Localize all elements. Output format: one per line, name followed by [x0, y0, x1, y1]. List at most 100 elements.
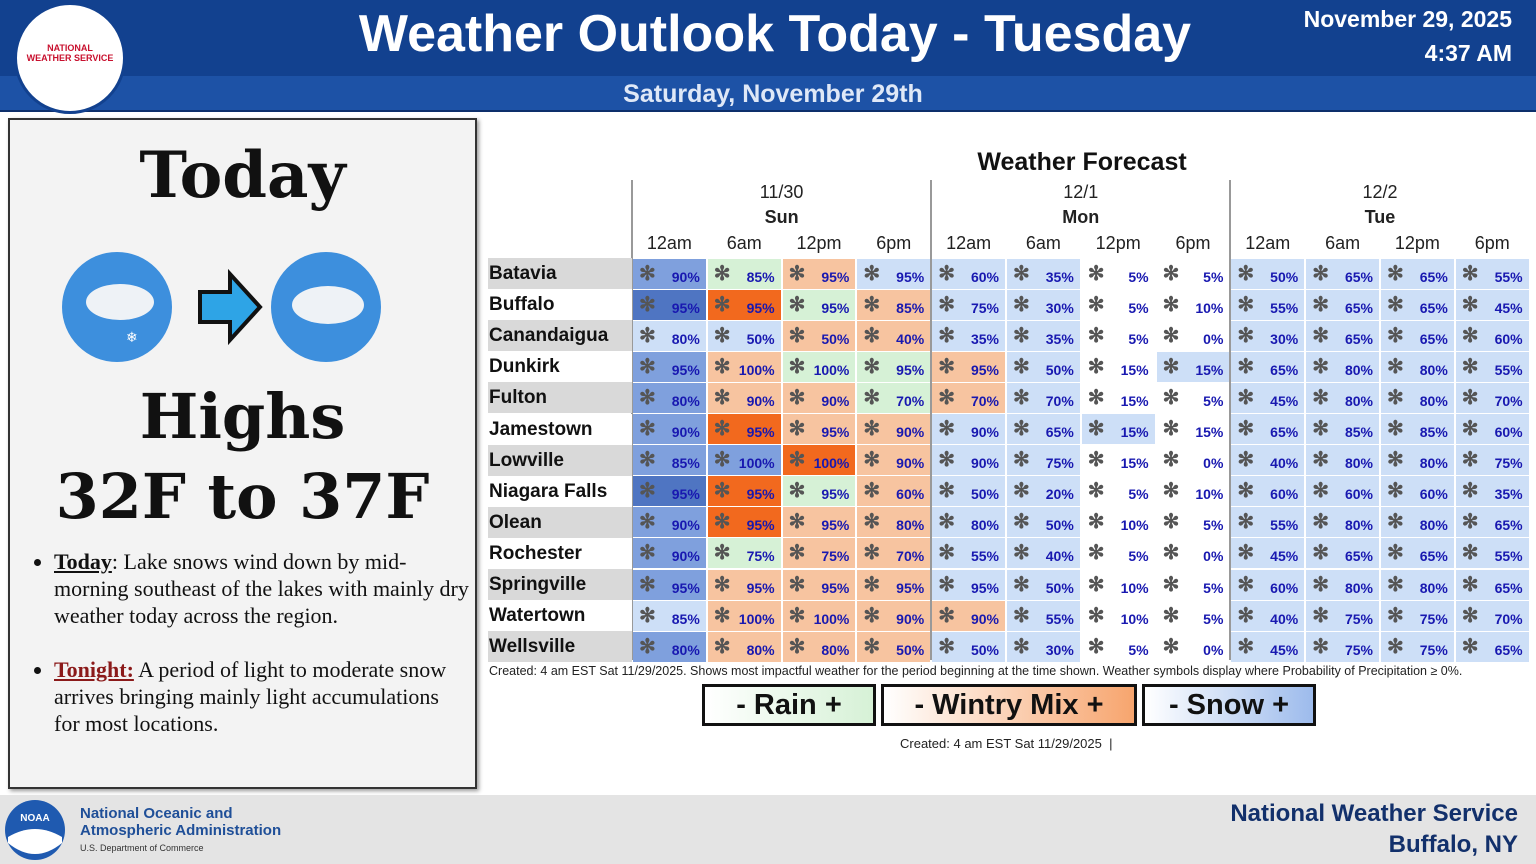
precip-cell: 70% [932, 382, 1005, 413]
precip-cell: 30% [1231, 320, 1305, 351]
precip-cell: 85% [1306, 414, 1379, 444]
precip-cell: 95% [782, 289, 856, 320]
location-name: Fulton [488, 382, 632, 414]
location-name: Olean [488, 506, 632, 538]
precip-cell: 80% [1306, 351, 1379, 382]
precip-cell: 75% [1306, 631, 1379, 662]
precip-cell: 80% [1306, 382, 1379, 413]
noaa-text: NOAA [20, 813, 49, 824]
precip-cell: 35% [1455, 476, 1529, 507]
precip-cell: 15% [1081, 414, 1155, 444]
bullet: Today: Lake snows wind down by mid-morni… [54, 548, 470, 629]
precip-cell: 95% [707, 507, 781, 538]
precip-cell: 80% [1381, 351, 1454, 382]
precip-cell: 75% [932, 289, 1005, 320]
table-title: Weather Forecast [977, 148, 1187, 176]
time-label: 12am [1245, 233, 1291, 253]
precip-cell: 90% [857, 445, 931, 476]
precip-cell: 60% [1231, 476, 1305, 507]
precip-cell: 0% [1156, 538, 1230, 569]
title: Weather Outlook Today - Tuesday [358, 5, 1192, 63]
precip-cell: 70% [857, 382, 931, 413]
precip-cell: 55% [1455, 258, 1529, 289]
precip-cell: 95% [857, 351, 931, 382]
precip-cell: 15% [1081, 351, 1155, 382]
legend-button: - Rain + [702, 684, 876, 726]
precip-cell: 95% [932, 569, 1005, 600]
precip-cell: 50% [932, 476, 1005, 507]
summary-panel: Today ❄ Highs 32F to 37F Today: Lake sno… [8, 118, 477, 789]
precip-cell: 5% [1156, 382, 1230, 413]
forecast-table: Weather Forecast 11/30 Sun 12am 6am 12pm 6pm 1… [488, 148, 1532, 690]
precip-cell: 65% [1306, 258, 1379, 289]
precip-cell: 50% [707, 320, 781, 351]
precip-cell: 5% [1156, 600, 1230, 631]
office: National Weather Service [1230, 800, 1518, 827]
location-name: Jamestown [488, 413, 632, 445]
precip-cell: 90% [633, 507, 706, 538]
precip-cell: 60% [1306, 476, 1379, 507]
location-name: Rochester [488, 537, 632, 569]
panel-heading: Today [139, 138, 346, 213]
precip-cell: 85% [633, 600, 706, 631]
precip-cell: 40% [857, 320, 931, 351]
precip-cell: 15% [1156, 351, 1230, 382]
precip-cell: 90% [932, 600, 1005, 631]
created-note: Created: 4 am EST Sat 11/29/2025 | [900, 736, 1113, 751]
precip-cell: 30% [1007, 289, 1080, 320]
highs-range: 32F to 37F [55, 460, 430, 533]
precip-cell: 100% [782, 351, 856, 382]
precip-cell: 45% [1231, 538, 1305, 569]
precip-cell: 10% [1081, 600, 1155, 631]
precip-cell: 65% [1306, 289, 1379, 320]
precip-cell: 70% [1455, 600, 1529, 631]
precip-cell: 5% [1156, 507, 1230, 538]
precip-cell: 85% [633, 445, 706, 476]
precip-cell: 15% [1156, 414, 1230, 444]
precip-cell: 80% [1381, 445, 1454, 476]
precip-cell: 65% [1381, 289, 1454, 320]
legend-button: - Snow + [1142, 684, 1316, 726]
precip-cell: 90% [633, 258, 706, 289]
precip-cell: 90% [857, 414, 931, 444]
time-label: 12am [646, 233, 692, 253]
precip-cell: 45% [1231, 631, 1305, 662]
time-label: 6am [1325, 233, 1361, 253]
precip-cell: 65% [1455, 569, 1529, 600]
location-name: Watertown [488, 600, 632, 632]
precip-cell: 70% [857, 538, 931, 569]
precip-cell: 80% [1306, 507, 1379, 538]
time-label: 6am [726, 233, 762, 253]
precip-cell: 95% [633, 476, 706, 507]
precip-cell: 85% [1381, 414, 1454, 444]
header-bar [0, 0, 1536, 76]
precip-cell: 55% [1231, 507, 1305, 538]
precip-cell: 65% [1231, 351, 1305, 382]
precip-cell: 45% [1231, 382, 1305, 413]
precip-cell: 95% [782, 414, 856, 444]
precip-cell: 75% [1306, 600, 1379, 631]
precip-cell: 55% [1231, 289, 1305, 320]
precip-cell: 90% [782, 382, 856, 413]
location-name: Dunkirk [488, 351, 632, 383]
precip-cell: 60% [1455, 320, 1529, 351]
precip-cell: 80% [633, 631, 706, 662]
precip-cell: 80% [1306, 569, 1379, 600]
precip-cell: 75% [782, 538, 856, 569]
location-name: Springville [488, 569, 632, 600]
time: 4:37 AM [1424, 40, 1512, 66]
department: U.S. Department of Commerce [80, 843, 204, 853]
day-name: Sun [764, 207, 799, 227]
time-label: 12pm [796, 233, 842, 253]
precip-cell: 5% [1081, 476, 1155, 507]
time-label: 6am [1025, 233, 1061, 253]
day-divider [1229, 180, 1232, 660]
precip-cell: 80% [707, 631, 781, 662]
precip-cell: 70% [1455, 382, 1529, 413]
precip-cell: 100% [707, 351, 781, 382]
precip-cell: 95% [782, 476, 856, 507]
location-name: Lowville [488, 444, 632, 476]
highs-label: Highs [139, 380, 346, 453]
precip-cell: 90% [932, 414, 1005, 444]
day-name: Mon [1062, 207, 1100, 227]
